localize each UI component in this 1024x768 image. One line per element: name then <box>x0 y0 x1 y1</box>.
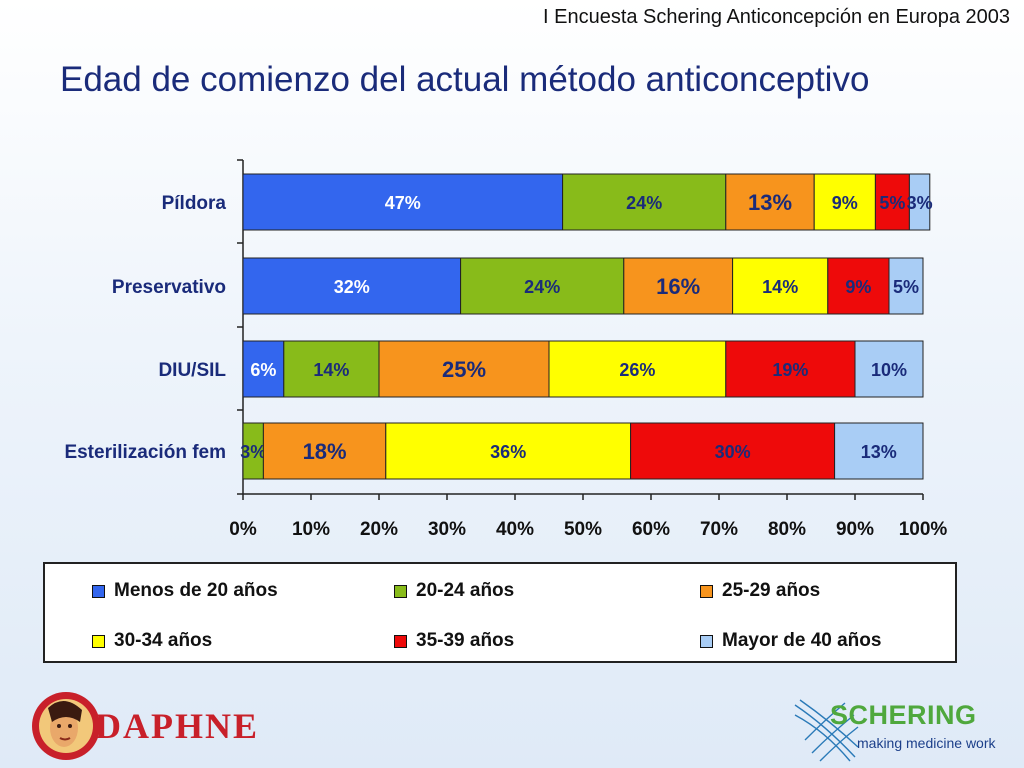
legend-swatch <box>700 584 713 598</box>
data-label: 6% <box>250 360 276 380</box>
bar-segment <box>623 257 734 315</box>
legend-label: 30-34 años <box>114 630 213 651</box>
data-label: 5% <box>879 193 905 213</box>
legend-item: 20-24 años <box>394 580 514 602</box>
data-label: 14% <box>313 360 349 380</box>
daphne-logo-icon <box>32 692 100 760</box>
data-label: 36% <box>490 442 526 462</box>
bar-segment <box>834 422 924 480</box>
data-label: 19% <box>772 360 808 380</box>
bar-segment <box>630 422 836 480</box>
bar-segment <box>242 173 564 231</box>
data-label: 16% <box>656 274 700 299</box>
data-label: 26% <box>619 360 655 380</box>
data-label: 24% <box>524 277 560 297</box>
bar-segment <box>908 173 931 231</box>
legend-label: 35-39 años <box>416 630 515 651</box>
data-label: 30% <box>715 442 751 462</box>
schering-globe-icon <box>794 699 859 762</box>
bar-segment <box>813 173 876 231</box>
category-label: DIU/SIL <box>158 360 226 381</box>
legend-item: Menos de 20 años <box>92 580 278 602</box>
legend-item: 35-39 años <box>394 630 514 652</box>
bar-segment <box>378 340 550 398</box>
schering-logo-text: SCHERING <box>830 700 977 730</box>
data-label: 9% <box>845 277 871 297</box>
data-label: 14% <box>762 277 798 297</box>
x-tick-label: 10% <box>292 519 330 540</box>
x-tick-label: 30% <box>428 519 466 540</box>
data-label: 32% <box>334 277 370 297</box>
legend-label: 20-24 años <box>416 580 515 601</box>
schering-tagline: making medicine work <box>857 735 996 751</box>
legend-label: 25-29 años <box>722 580 821 601</box>
legend-swatch <box>700 634 713 648</box>
x-tick-label: 0% <box>229 519 257 540</box>
data-label: 13% <box>861 442 897 462</box>
x-tick-label: 20% <box>360 519 398 540</box>
legend-item: 30-34 años <box>92 630 212 652</box>
data-label: 18% <box>303 439 347 464</box>
data-label: 13% <box>748 190 792 215</box>
data-label: 9% <box>832 193 858 213</box>
legend-label: Menos de 20 años <box>114 580 278 601</box>
legend-swatch <box>92 584 105 598</box>
bar-segment <box>888 257 924 315</box>
x-tick-label: 80% <box>768 519 806 540</box>
category-label: Píldora <box>162 193 227 214</box>
x-tick-label: 100% <box>899 519 948 540</box>
legend-label: Mayor de 40 años <box>722 630 882 651</box>
bar-segment <box>725 340 856 398</box>
bar-segment <box>460 257 625 315</box>
bar-segment <box>385 422 632 480</box>
data-label: 10% <box>871 360 907 380</box>
page-title: Edad de comienzo del actual método antic… <box>60 60 870 99</box>
bar-segment <box>854 340 924 398</box>
legend-swatch <box>394 634 407 648</box>
data-label: 3% <box>240 442 266 462</box>
stacked-bar-chart: 0% 10% 20% 30% 40% 50% 60% 70% 80% 90% 100% Píldora… <box>64 159 948 540</box>
legend-item: Mayor de 40 años <box>700 630 881 652</box>
x-tick-label: 70% <box>700 519 738 540</box>
bar-segment <box>548 340 727 398</box>
bar-segment <box>732 257 829 315</box>
bar-segment <box>262 422 387 480</box>
x-tick-label: 40% <box>496 519 534 540</box>
bar-segment <box>283 340 380 398</box>
x-tick-label: 90% <box>836 519 874 540</box>
data-label: 25% <box>442 357 486 382</box>
chart-legend: Menos de 20 años 20-24 años 25-29 años 30-3… <box>43 562 957 663</box>
category-label: Preservativo <box>112 277 226 298</box>
legend-swatch <box>92 634 105 648</box>
x-tick-label: 50% <box>564 519 602 540</box>
bar-segment <box>874 173 910 231</box>
bar-segment <box>242 257 462 315</box>
x-tick-label: 60% <box>632 519 670 540</box>
daphne-logo-text: DAPHNE <box>95 706 259 746</box>
category-label: Esterilización fem <box>64 442 226 463</box>
data-label: 24% <box>626 193 662 213</box>
data-label: 5% <box>893 277 919 297</box>
data-label: 3% <box>907 193 933 213</box>
survey-header: I Encuesta Schering Anticoncepción en Eu… <box>543 6 1010 28</box>
legend-swatch <box>394 584 407 598</box>
data-label: 47% <box>385 193 421 213</box>
legend-item: 25-29 años <box>700 580 820 602</box>
